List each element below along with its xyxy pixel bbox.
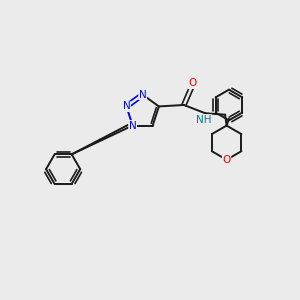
- Text: NH: NH: [196, 115, 212, 125]
- Text: N: N: [129, 121, 136, 130]
- Text: O: O: [188, 79, 196, 88]
- Text: N: N: [122, 101, 130, 111]
- Text: O: O: [223, 155, 231, 165]
- Text: N: N: [139, 90, 146, 100]
